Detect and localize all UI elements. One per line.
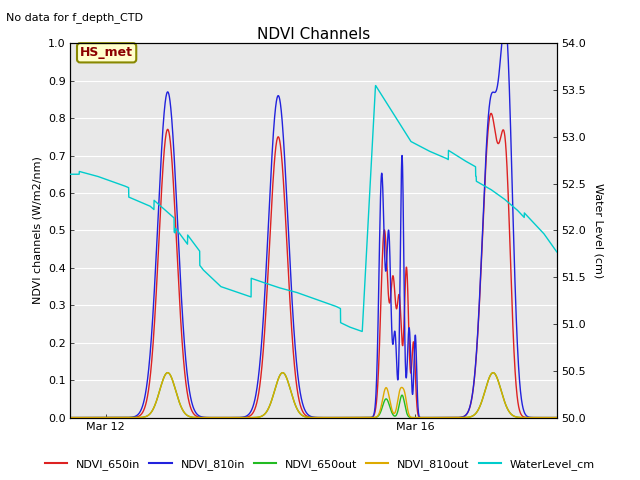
Text: No data for f_depth_CTD: No data for f_depth_CTD xyxy=(6,12,143,23)
Legend: NDVI_650in, NDVI_810in, NDVI_650out, NDVI_810out, WaterLevel_cm: NDVI_650in, NDVI_810in, NDVI_650out, NDV… xyxy=(40,455,600,474)
Text: HS_met: HS_met xyxy=(80,46,133,60)
Y-axis label: Water Level (cm): Water Level (cm) xyxy=(593,183,603,278)
Y-axis label: NDVI channels (W/m2/nm): NDVI channels (W/m2/nm) xyxy=(32,156,42,304)
Title: NDVI Channels: NDVI Channels xyxy=(257,27,370,42)
